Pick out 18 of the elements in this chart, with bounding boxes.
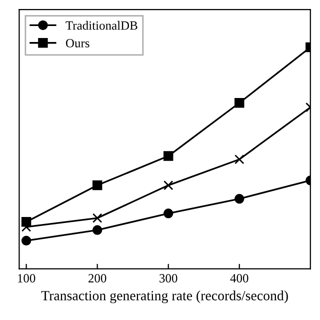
x-tick-label: 200 xyxy=(88,274,106,282)
point xyxy=(234,98,244,108)
point xyxy=(163,180,174,190)
legend-label: TraditionalDB xyxy=(66,20,138,30)
point xyxy=(163,208,174,218)
x-tick-label: 400 xyxy=(230,274,248,282)
point xyxy=(163,151,174,161)
point xyxy=(234,194,244,204)
x-tick-label: 100 xyxy=(18,274,36,282)
point xyxy=(21,236,32,246)
point xyxy=(92,180,102,190)
legend-label: Ours xyxy=(66,38,90,48)
point xyxy=(92,225,102,235)
point xyxy=(92,213,102,223)
x-tick-label: 300 xyxy=(160,274,178,282)
point xyxy=(234,154,244,164)
x-axis-title: Transaction generating rate (records/second) xyxy=(41,290,288,304)
point xyxy=(21,216,32,227)
